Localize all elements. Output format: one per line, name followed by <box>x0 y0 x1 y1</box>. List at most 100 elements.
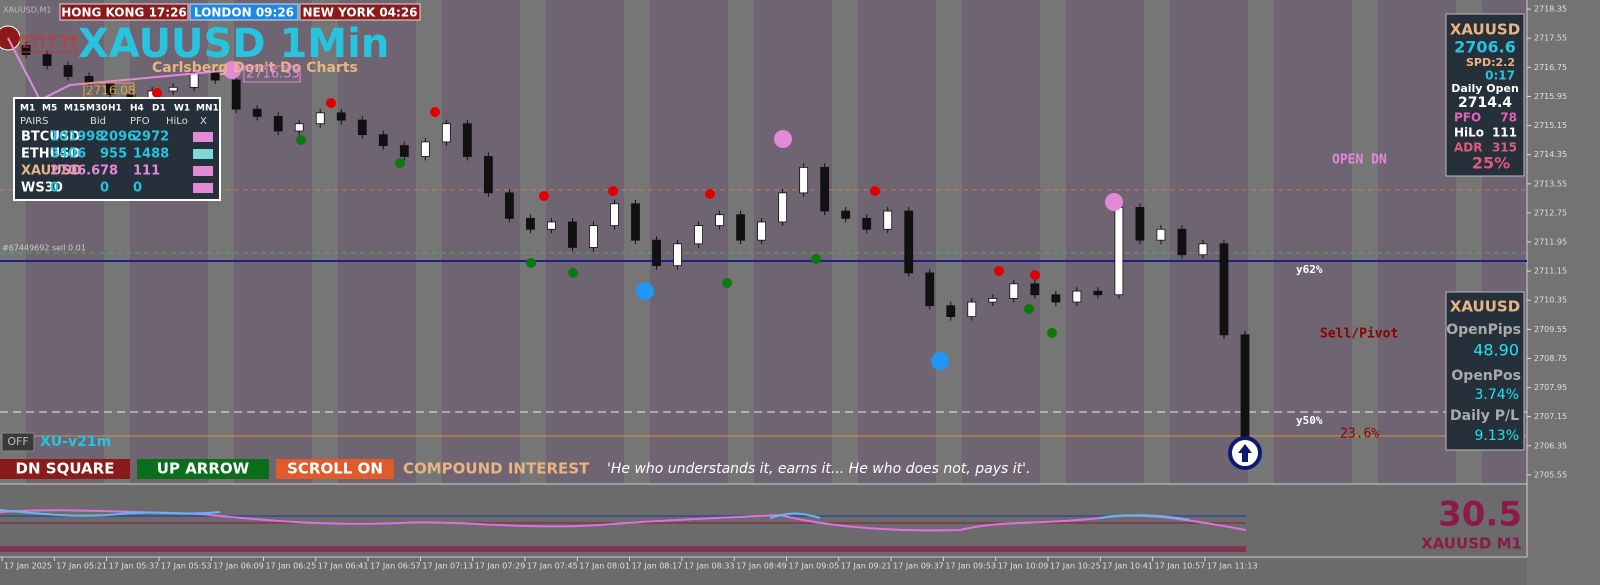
x-tick-label: 17 Jan 08:17 <box>632 562 683 571</box>
zigzag <box>7 37 233 102</box>
timeframe[interactable]: M1 <box>20 104 35 114</box>
candle <box>294 123 304 132</box>
button[interactable] <box>0 459 130 479</box>
candle <box>715 214 724 227</box>
candle <box>168 86 178 92</box>
buy-dot <box>296 135 306 145</box>
symbol-label: XAUUSD,M1 <box>3 6 51 15</box>
chart-subtitle: Carlsberg Don't Do Charts <box>152 60 358 76</box>
stripe <box>858 0 884 484</box>
stripe <box>520 0 546 484</box>
x-tick-label: 17 Jan 05:37 <box>109 562 160 571</box>
arrow-icon <box>1238 444 1252 462</box>
y-tick-label: 2711.95 <box>1534 238 1567 247</box>
osc-histogram <box>0 546 1246 552</box>
timeframe[interactable]: D1 <box>152 104 166 114</box>
timeframe[interactable]: M30 <box>86 104 107 114</box>
candle <box>589 225 598 248</box>
close-button[interactable] <box>193 183 213 193</box>
candle <box>1219 243 1229 336</box>
session-box <box>299 3 421 21</box>
stripe <box>702 0 728 484</box>
table-cell: 1488 <box>133 147 169 162</box>
toggle-button[interactable] <box>1 432 35 452</box>
low-marker <box>636 282 654 300</box>
candle <box>967 301 977 318</box>
session-label: NEW YORK 04:26 <box>302 6 417 20</box>
y-tick-label: 2707.95 <box>1534 383 1567 392</box>
close-button[interactable] <box>193 132 213 142</box>
stripe <box>1326 0 1352 484</box>
button-label[interactable]: UP ARROW <box>157 460 250 478</box>
button[interactable] <box>137 459 269 479</box>
y-tick-label: 2710.35 <box>1534 296 1567 305</box>
y-tick-label: 2714.35 <box>1534 150 1567 159</box>
x-tick-label: 17 Jan 10:09 <box>998 562 1049 571</box>
candle <box>1177 228 1187 256</box>
table-cell: 955 <box>100 147 127 162</box>
candle <box>462 123 472 157</box>
high-marker <box>1105 193 1123 211</box>
timeframe[interactable]: MN1 <box>196 104 219 114</box>
stripe <box>26 0 52 484</box>
candle <box>357 119 367 136</box>
stripe <box>546 0 572 484</box>
info-value: 78 <box>1500 111 1517 125</box>
candle <box>378 134 388 146</box>
level-label: 23.6% <box>1340 427 1379 442</box>
sell-dot <box>870 186 880 196</box>
candle <box>652 239 661 267</box>
table-header: X <box>200 116 207 127</box>
quote: 'He who understands it, earns it... He w… <box>607 461 1030 477</box>
button-label[interactable]: DN SQUARE <box>16 460 115 478</box>
candle <box>862 217 872 230</box>
level-label: Sell/Pivot <box>1320 327 1398 342</box>
candle <box>1051 294 1061 303</box>
button-label[interactable]: SCROLL ON <box>287 460 383 478</box>
toggle-label[interactable]: OFF <box>7 435 28 448</box>
buy-dot <box>395 158 405 168</box>
candle <box>1198 243 1208 256</box>
price-tag-box <box>243 65 301 83</box>
table-cell: 3406 <box>50 147 86 162</box>
candle <box>1030 283 1040 296</box>
buy-dot <box>1047 328 1057 338</box>
buy-dot <box>1024 304 1034 314</box>
candle <box>757 221 767 241</box>
x-tick-label: 17 Jan 08:33 <box>684 562 735 571</box>
timeframe[interactable]: H1 <box>108 104 122 114</box>
x-tick-label: 17 Jan 06:57 <box>370 562 421 571</box>
candle <box>925 272 935 307</box>
info-adr-pct: 25% <box>1472 154 1510 173</box>
session-box <box>59 3 189 21</box>
info-panel <box>1445 13 1525 177</box>
timeframe[interactable]: W1 <box>174 104 190 114</box>
table-header: HiLo <box>166 116 188 127</box>
button[interactable] <box>276 459 394 479</box>
osc-value: 30.5 <box>1438 495 1522 535</box>
stripe <box>910 0 936 484</box>
timeframe[interactable]: M5 <box>42 104 57 114</box>
position-value: 48.90 <box>1473 341 1519 360</box>
close-button[interactable] <box>193 149 213 159</box>
stripe <box>1248 0 1274 484</box>
candle <box>799 166 809 194</box>
x-tick-label: 17 Jan 09:53 <box>945 562 996 571</box>
stripe <box>1352 0 1378 484</box>
timeframe[interactable]: M15 <box>64 104 85 114</box>
price-tag: 2716.08 <box>86 84 136 98</box>
version-label: XU-v21m <box>40 434 111 450</box>
timeframe[interactable]: H4 <box>130 104 144 114</box>
x-tick-label: 17 Jan 07:13 <box>422 562 473 571</box>
close-marker <box>0 25 21 51</box>
sell-dot <box>1030 270 1040 280</box>
stripe <box>624 0 650 484</box>
sell-dot <box>994 266 1004 276</box>
sell-dot <box>326 98 336 108</box>
close-button[interactable] <box>193 166 213 176</box>
candle <box>399 145 409 157</box>
stripe <box>442 0 468 484</box>
table-header: PFO <box>130 116 150 127</box>
